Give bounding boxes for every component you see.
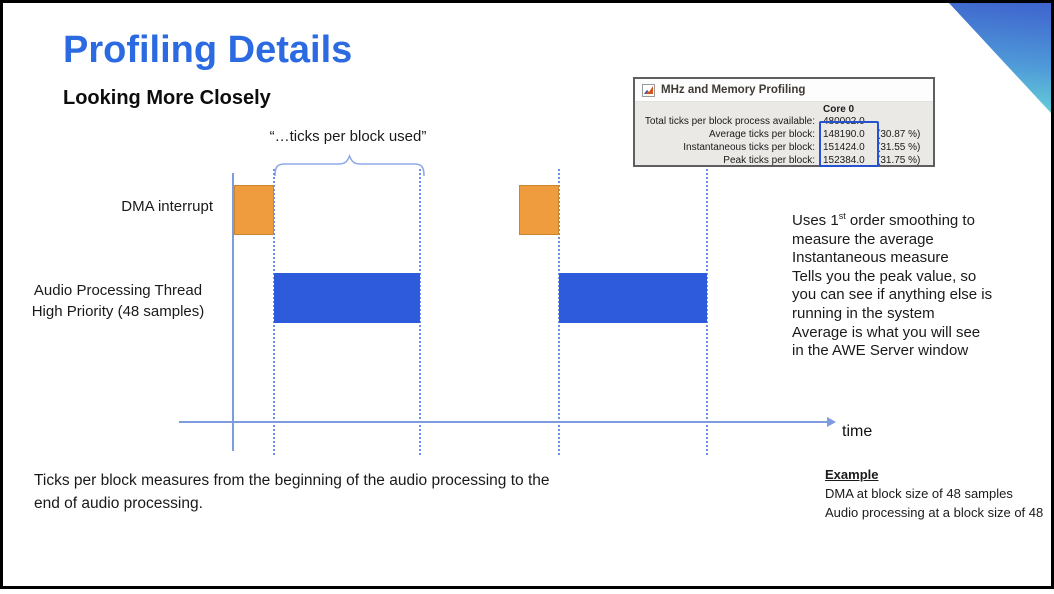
dma-interrupt-block-2 xyxy=(519,185,559,235)
profiling-window-body: Core 0 Total ticks per block process ava… xyxy=(635,102,933,167)
profiling-row-peak: Peak ticks per block: 152384.0 (31.75 %) xyxy=(635,154,933,167)
notes-line: Instantaneous measure xyxy=(792,249,949,267)
slide-subtitle: Looking More Closely xyxy=(63,87,271,109)
example-block: Example DMA at block size of 48 samples … xyxy=(825,465,1050,522)
processing-end-guideline xyxy=(419,169,421,455)
row-label: Peak ticks per block: xyxy=(723,155,815,166)
corner-gradient-decoration xyxy=(949,3,1051,113)
row-percent: (31.55 %) xyxy=(877,142,921,153)
notes-line: Average is what you will see xyxy=(792,323,981,341)
time-axis-arrowhead xyxy=(827,417,836,427)
profiling-window-title: MHz and Memory Profiling xyxy=(661,84,806,96)
row-percent: (31.75 %) xyxy=(877,155,921,166)
processing-end-guideline-2 xyxy=(706,169,708,455)
row-percent: (30.87 %) xyxy=(877,129,921,140)
example-heading: Example xyxy=(825,467,879,482)
lane-label-dma: DMA interrupt xyxy=(121,198,213,215)
curly-brace-bracket xyxy=(274,153,425,177)
notes-line: running in the system xyxy=(792,304,935,322)
example-line: Audio processing at a block size of 48 xyxy=(825,505,1044,520)
row-value: 152384.0 xyxy=(823,155,865,166)
mhz-memory-profiling-window: MHz and Memory Profiling Core 0 Total ti… xyxy=(633,77,935,167)
notes-line: measure the average xyxy=(792,230,934,248)
time-axis xyxy=(179,421,829,423)
row-value: 480002.0 xyxy=(823,116,865,127)
row-label: Average ticks per block: xyxy=(709,129,815,140)
lane-label-audio: Audio Processing Thread High Priority (4… xyxy=(17,280,219,322)
matlab-icon xyxy=(642,83,655,97)
core-column-header: Core 0 xyxy=(823,104,855,115)
example-line: DMA at block size of 48 samples xyxy=(825,486,1013,501)
profiling-row-total: Total ticks per block process available:… xyxy=(635,115,933,128)
time-axis-label: time xyxy=(842,423,873,440)
audio-processing-block-1 xyxy=(274,273,420,323)
notes-paragraph: Uses 1st order smoothing to measure the … xyxy=(792,207,1048,361)
row-label: Instantaneous ticks per block: xyxy=(683,142,815,153)
row-value: 148190.0 xyxy=(823,129,865,140)
dma-start-guideline xyxy=(232,173,234,451)
notes-line: Tells you the peak value, so xyxy=(792,267,977,285)
notes-line: in the AWE Server window xyxy=(792,342,969,360)
profiling-window-titlebar: MHz and Memory Profiling xyxy=(635,79,933,102)
page-title: Profiling Details xyxy=(63,29,353,71)
notes-line-1: Uses 1st order smoothing to xyxy=(792,211,975,229)
profiling-row-average: Average ticks per block: 148190.0 (30.87… xyxy=(635,128,933,141)
lane-label-audio-line1: Audio Processing Thread xyxy=(33,282,203,299)
ticks-definition-note: Ticks per block measures from the beginn… xyxy=(34,472,550,512)
row-label: Total ticks per block process available: xyxy=(644,116,815,127)
lane-label-audio-line2: High Priority (48 samples) xyxy=(31,303,205,320)
row-value: 151424.0 xyxy=(823,142,865,153)
profiling-row-instantaneous: Instantaneous ticks per block: 151424.0 … xyxy=(635,141,933,154)
notes-line: you can see if anything else is xyxy=(792,286,993,304)
dma-interrupt-block-1 xyxy=(234,185,274,235)
ticks-per-block-annotation: “…ticks per block used” xyxy=(269,128,427,145)
audio-processing-block-2 xyxy=(559,273,707,323)
